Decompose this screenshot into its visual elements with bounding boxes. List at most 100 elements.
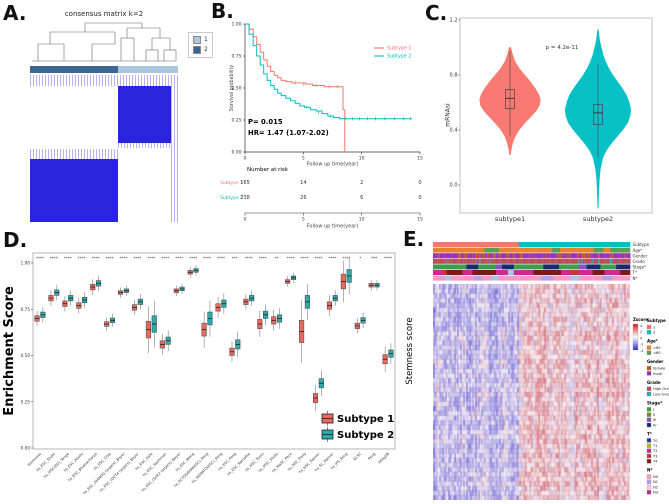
consensus-matrix-title: consensus matrix k=2 bbox=[64, 10, 144, 18]
annotation-track-segment bbox=[444, 275, 452, 281]
risk-value: 26 bbox=[300, 195, 306, 201]
e-legend-swatch-icon bbox=[646, 386, 652, 391]
annotation-track-segment bbox=[518, 242, 631, 247]
b-xlabel: Follow up time(year) bbox=[307, 162, 359, 168]
e-legend-label: <60 bbox=[653, 351, 661, 355]
annotation-track-segment bbox=[433, 270, 444, 275]
annotation-track-segment bbox=[578, 264, 587, 270]
e-legend-section-title: Subtype bbox=[647, 318, 666, 323]
e-legend-label: Low Grade bbox=[653, 392, 669, 396]
e-legend-swatch-icon bbox=[646, 448, 652, 453]
heatmap-block bbox=[118, 142, 172, 149]
e-legend-swatch-icon bbox=[646, 330, 652, 335]
b-ytick: 1.00 bbox=[231, 22, 241, 28]
annotation-track-segment bbox=[561, 270, 572, 275]
annotation-track-segment bbox=[616, 264, 631, 270]
risk-value: 14 bbox=[300, 180, 306, 186]
annotation-track-segment bbox=[433, 275, 446, 281]
e-legend-swatch-icon bbox=[646, 324, 652, 330]
e-legend-swatch-icon bbox=[646, 422, 652, 428]
e-legend-swatch-icon bbox=[646, 490, 652, 495]
annotation-track-segment bbox=[578, 270, 593, 275]
significance-stars: **** bbox=[287, 256, 295, 261]
e-legend-label: 2 bbox=[653, 331, 655, 335]
heatmap-block bbox=[118, 86, 172, 143]
e-legend-swatch-icon bbox=[646, 345, 652, 350]
significance-stars: **** bbox=[161, 256, 169, 261]
zscore-tick: -4 bbox=[640, 349, 644, 353]
annotation-track-segment bbox=[501, 264, 515, 270]
significance-stars: **** bbox=[328, 256, 336, 261]
e-legend-swatch-icon bbox=[646, 371, 652, 376]
pvalue-text: P= 0.015 bbox=[248, 118, 283, 126]
c-pvalue: p = 4.2e-11 bbox=[546, 45, 579, 51]
b-xtick: 0 bbox=[244, 156, 247, 162]
e-legend-label: >60 bbox=[653, 346, 661, 350]
significance-stars: **** bbox=[147, 256, 155, 261]
significance-stars: **** bbox=[64, 256, 72, 261]
e-legend-label: N2 bbox=[653, 485, 658, 489]
annotation-track-segment bbox=[593, 247, 604, 253]
annotation-track-label: Grade bbox=[633, 259, 646, 264]
risk-table-title: Number at risk bbox=[247, 167, 289, 173]
e-legend-label: T2 bbox=[652, 449, 657, 453]
risk-value: 0 bbox=[418, 180, 421, 186]
e-legend-label: N0 bbox=[653, 475, 659, 479]
risk-value: 238 bbox=[240, 195, 250, 201]
annotation-track-segment bbox=[496, 264, 503, 270]
e-legend-label: III bbox=[653, 418, 656, 422]
annotation-track-segment bbox=[600, 264, 617, 270]
risk-value: 2 bbox=[360, 180, 363, 186]
c-ytick: 1.2 bbox=[450, 18, 458, 24]
annotation-track-segment bbox=[533, 270, 562, 275]
e-legend-label: T1 bbox=[652, 444, 657, 448]
significance-stars: **** bbox=[133, 256, 141, 261]
annotation-track-label: T* bbox=[632, 270, 637, 275]
significance-stars: **** bbox=[189, 256, 197, 261]
heatmap-block bbox=[30, 148, 119, 159]
cluster-bar-segment bbox=[118, 66, 178, 73]
consensus-heatmap bbox=[30, 75, 178, 222]
d-category-label: Peng bbox=[367, 452, 376, 461]
annotation-track-segment bbox=[541, 275, 554, 281]
c-category-label: subtype1 bbox=[495, 215, 525, 223]
annotation-track-segment bbox=[474, 275, 483, 281]
annotation-track-segment bbox=[578, 275, 603, 281]
e-ylabel: Stemness score bbox=[405, 317, 415, 384]
annotation-track-label: Subtype bbox=[633, 242, 650, 247]
e-legend-section-title: Grade bbox=[647, 380, 661, 385]
significance-stars: **** bbox=[314, 256, 322, 261]
annotation-track-segment bbox=[466, 264, 479, 270]
panel-c-label: C. bbox=[425, 1, 448, 25]
annotation-track-segment bbox=[513, 264, 544, 270]
annotation-track-segment bbox=[592, 270, 605, 275]
zscore-tick: -2 bbox=[640, 343, 644, 347]
b-ytick: 0.75 bbox=[231, 54, 241, 60]
d-ytick: 0.50 bbox=[21, 353, 31, 358]
annotation-track-segment bbox=[552, 247, 561, 253]
annotation-track-segment bbox=[498, 275, 542, 281]
annotation-track-segment bbox=[496, 270, 509, 275]
d-ylabel: Enrichment Score bbox=[2, 286, 17, 416]
annotation-track-segment bbox=[492, 275, 499, 281]
panel-e-label: E. bbox=[403, 227, 425, 251]
risk-xtick: 15 bbox=[417, 217, 423, 223]
annotation-track-label: N* bbox=[633, 276, 638, 281]
annotation-track-segment bbox=[433, 247, 485, 253]
annotation-track-segment bbox=[553, 275, 572, 281]
annotation-track-segment bbox=[603, 247, 611, 253]
panel-d-label: D. bbox=[3, 228, 28, 252]
b-ytick: 0.25 bbox=[231, 118, 241, 124]
b-ytick: 0.00 bbox=[231, 150, 241, 156]
annotation-track-segment bbox=[482, 275, 493, 281]
significance-stars: *** bbox=[232, 256, 238, 261]
e-legend-label: T0 bbox=[652, 439, 658, 443]
annotation-track-segment bbox=[612, 275, 631, 281]
e-legend-section-title: Stage* bbox=[647, 400, 663, 405]
km-legend-label: Subtype 2 bbox=[387, 54, 411, 60]
b-ylabel: Survival probability bbox=[229, 65, 235, 112]
stemness-annotations: Stemness scoreSubtypeAge*GenderGradeStag… bbox=[405, 242, 669, 495]
